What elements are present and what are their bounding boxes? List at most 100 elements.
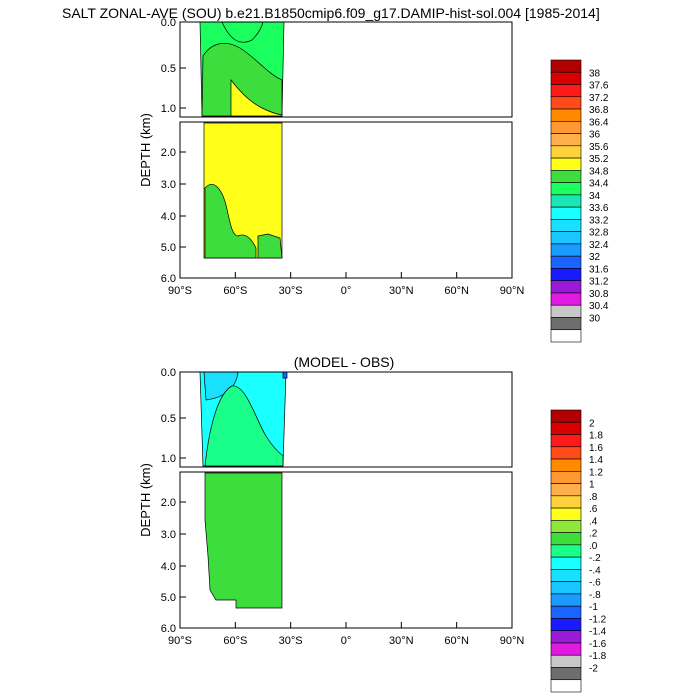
panel-2-colorbar-swatch	[550, 605, 582, 619]
panel-2-xtick-label: 60°S	[223, 635, 247, 647]
panel-2-colorbar-label: .6	[589, 504, 598, 515]
panel-1-colorbar-label: 36.8	[589, 105, 609, 116]
panel-1-colorbar-swatch	[550, 182, 582, 196]
panel-1-region-6	[204, 183, 257, 259]
panel-1-colorbar-swatch	[550, 317, 582, 331]
panel-2-colorbar-swatch	[550, 483, 582, 497]
panel-1-colorbar-label: 36	[589, 130, 601, 141]
panel-2-colorbar-swatch	[550, 409, 582, 423]
panel-1-colorbar-label: 33.2	[589, 215, 609, 226]
panel-2-colorbar-swatch	[550, 593, 582, 607]
panel-2-ytick-label: 6.0	[161, 623, 176, 635]
panel-2-colorbar-label: 1.8	[589, 431, 603, 442]
panel-2-colorbar-swatch	[550, 471, 582, 484]
panel-1-colorbar-swatch	[550, 84, 582, 98]
panel-1-region-2	[201, 42, 283, 117]
panel-2-colorbar-label: .2	[589, 529, 598, 540]
panel-1-ytick-label: 4.0	[161, 211, 176, 223]
panel-1-colorbar-label: 34.4	[589, 179, 609, 190]
panel-2-colorbar-label: -1	[589, 602, 598, 613]
panel-2-colorbar-label: .8	[589, 492, 598, 503]
panel-1-colorbar-label: 32	[589, 252, 601, 263]
panel-2-ytick-label: 4.0	[161, 561, 176, 573]
panel-1-colorbar-swatch	[550, 231, 582, 245]
panel-2-colorbar-swatch	[550, 679, 582, 693]
panel-1-ytick-label: 6.0	[161, 273, 176, 285]
panel-2-ytick-label: 3.0	[161, 529, 176, 541]
panel-2-colorbar-label: -.6	[589, 578, 601, 589]
panel-1-colorbar-label: 37.2	[589, 93, 609, 104]
panel-1-colorbar-swatch	[550, 145, 582, 159]
panel-1-colorbar-swatch	[550, 292, 582, 306]
panel-2-colorbar-swatch	[550, 618, 582, 631]
panel-2-ylabel: DEPTH (km)	[138, 463, 153, 537]
panel-1-colorbar-swatch	[550, 206, 582, 220]
panel-1-xtick-label: 0°	[341, 285, 352, 297]
panel-1-colorbar-label: 36.4	[589, 117, 609, 128]
panel-1-colorbar-swatch	[550, 133, 582, 147]
panel-1-ytick-label: 0.5	[161, 63, 176, 75]
panel-2-ytick-label: 0.5	[161, 413, 176, 425]
panel-2-colorbar-swatch	[550, 642, 582, 656]
panel-2-xtick-label: 0°	[341, 635, 352, 647]
panel-1-colorbar-swatch	[550, 304, 582, 318]
panel-1-upper-frame	[179, 21, 513, 118]
panel-2-colorbar-label: 1.6	[589, 443, 603, 454]
panel-2-xtick-label: 90°N	[500, 635, 525, 647]
panel-1-colorbar-swatch	[550, 329, 582, 343]
panel-2-ytick-label: 0.0	[161, 367, 176, 379]
panel-1-colorbar-label: 31.2	[589, 277, 609, 288]
panel-2-colorbar-swatch	[550, 544, 582, 558]
panel-1-ytick-label: 2.0	[161, 147, 176, 159]
panel-1-colorbar-swatch	[550, 121, 582, 134]
panel-2-colorbar-swatch	[550, 569, 582, 582]
panel-1-xtick-label: 60°N	[444, 285, 469, 297]
panel-1-ylabel: DEPTH (km)	[138, 113, 153, 187]
panel-2-colorbar-swatch	[550, 630, 582, 644]
panel-1-ytick-label: 3.0	[161, 179, 176, 191]
panel-1-colorbar-label: 34	[589, 191, 601, 202]
panel-2-title: (MODEL - OBS)	[294, 354, 395, 370]
panel-1-colorbar-label: 32.4	[589, 240, 609, 251]
panel-1-xtick-label: 30°N	[389, 285, 414, 297]
panel-2-xtick-label: 30°N	[389, 635, 414, 647]
panel-2-upper-frame	[179, 371, 513, 468]
panel-1-colorbar-swatch	[550, 108, 582, 122]
panel-2-colorbar-swatch	[550, 495, 582, 509]
panel-1-colorbar-label: 34.8	[589, 166, 609, 177]
panel-2-colorbar-swatch	[550, 421, 582, 435]
panel-1-colorbar-label: 37.6	[589, 81, 609, 92]
panel-2-colorbar-label: -1.8	[589, 651, 607, 662]
panel-1-colorbar-swatch	[550, 170, 582, 183]
panel-2-colorbar-swatch	[550, 667, 582, 681]
panel-1-colorbar-label: 32.8	[589, 228, 609, 239]
panel-2-ytick-label: 1.0	[161, 453, 176, 465]
panel-2-colorbar-swatch	[550, 507, 582, 521]
panel-1-colorbar-label: 30.4	[589, 301, 609, 312]
panel-2-colorbar-label: 1	[589, 480, 595, 491]
panel-1-colorbar-swatch	[550, 219, 582, 232]
panel-1-ytick-label: 5.0	[161, 242, 176, 254]
panel-2-region-3	[204, 385, 284, 467]
panel-1-colorbar-swatch	[550, 157, 582, 171]
panel-1-colorbar-label: 38	[589, 68, 601, 79]
panel-2-colorbar-swatch	[550, 654, 582, 668]
panel-1-colorbar-label: 30	[589, 313, 601, 324]
panel-1-xtick-label: 30°S	[279, 285, 303, 297]
figure-title: SALT ZONAL-AVE (SOU) b.e21.B1850cmip6.f0…	[62, 5, 600, 21]
panel-1-region-7	[257, 233, 283, 259]
panel-2-colorbar-label: 1.2	[589, 467, 603, 478]
panel-2-colorbar-label: -1.4	[589, 627, 607, 638]
panel-2-colorbar-swatch	[550, 458, 582, 472]
panel-1-colorbar-label: 35.2	[589, 154, 609, 165]
panel-1-ytick-label: 0.0	[161, 17, 176, 29]
panel-1-colorbar-label: 30.8	[589, 289, 609, 300]
panel-1-colorbar-swatch	[550, 280, 582, 294]
panel-2-ytick-label: 2.0	[161, 497, 176, 509]
panel-2-ytick-label: 5.0	[161, 592, 176, 604]
panel-2-colorbar-label: 1.4	[589, 455, 603, 466]
panel-2-colorbar-label: -1.6	[589, 639, 607, 650]
panel-2-colorbar-label: -2	[589, 663, 598, 674]
panel-1-colorbar-swatch	[550, 59, 582, 73]
panel-2-colorbar-swatch	[550, 434, 582, 448]
